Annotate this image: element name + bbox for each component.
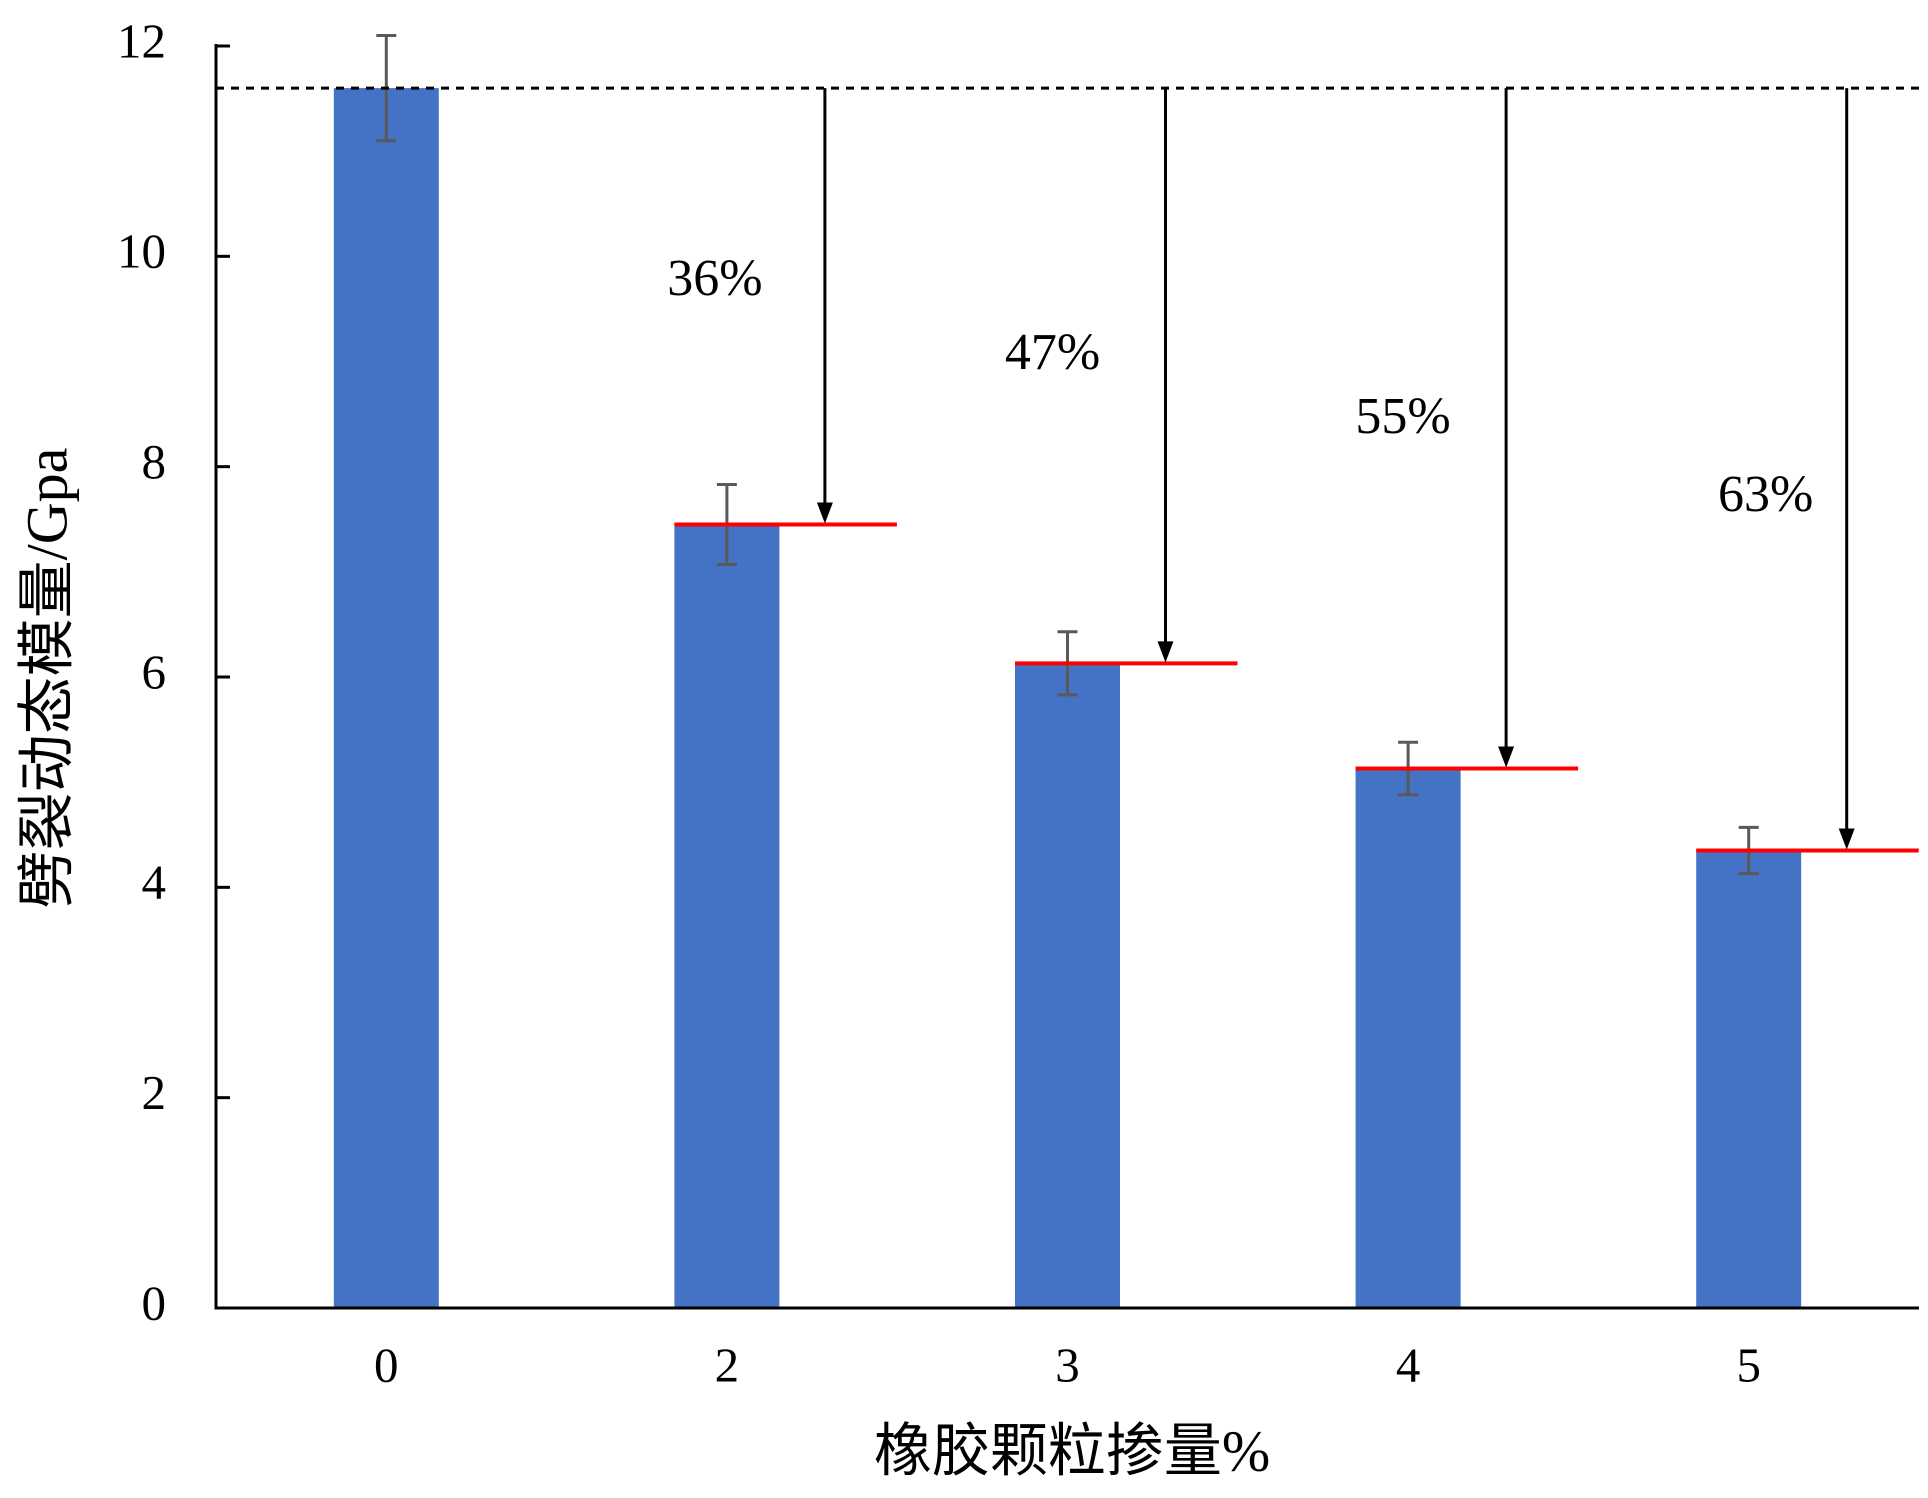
- arrow-head: [1838, 828, 1855, 850]
- reduction-arrow-3: [1157, 88, 1174, 663]
- arrow-head: [1498, 746, 1515, 768]
- bar-3: [1015, 663, 1120, 1308]
- level-lines-layer: [674, 522, 1919, 853]
- labels-layer: 0 2 3 4 5 36% 47% 55% 63% 0 2 4 6 8 10 12: [117, 13, 1813, 1392]
- bar-2: [674, 524, 780, 1308]
- bar-5: [1696, 850, 1802, 1308]
- bar-4: [1355, 768, 1461, 1308]
- y-tick-label: 6: [142, 644, 167, 699]
- x-tick-label: 0: [374, 1337, 399, 1392]
- y-tick-label: 8: [142, 434, 167, 489]
- x-tick-label: 3: [1055, 1337, 1080, 1392]
- reduction-arrow-4: [1498, 88, 1515, 768]
- y-tick-label: 12: [117, 13, 166, 68]
- reduction-label: 63%: [1718, 466, 1813, 523]
- x-tick-label: 2: [715, 1337, 740, 1392]
- reduction-label: 47%: [1005, 324, 1100, 381]
- bar-0: [333, 88, 439, 1309]
- x-tick-label: 5: [1736, 1337, 1761, 1392]
- y-tick-label: 4: [142, 855, 167, 910]
- reduction-arrow-2: [816, 88, 833, 524]
- arrow-head: [816, 502, 833, 524]
- reduction-label: 36%: [667, 250, 762, 307]
- arrows-layer: [816, 88, 1855, 850]
- bars-layer: [333, 88, 1802, 1309]
- axes-layer: [214, 44, 1919, 1310]
- x-axis-title: 橡胶颗粒掺量%: [874, 1418, 1270, 1483]
- arrow-head: [1157, 641, 1174, 663]
- reduction-arrow-5: [1838, 88, 1855, 850]
- reduction-label: 55%: [1355, 388, 1450, 445]
- y-tick-label: 2: [142, 1065, 167, 1120]
- x-tick-label: 4: [1396, 1337, 1421, 1392]
- y-tick-label: 0: [142, 1275, 167, 1330]
- y-tick-label: 10: [117, 224, 166, 279]
- y-axis-title: 劈裂动态模量/Gpa: [14, 448, 79, 909]
